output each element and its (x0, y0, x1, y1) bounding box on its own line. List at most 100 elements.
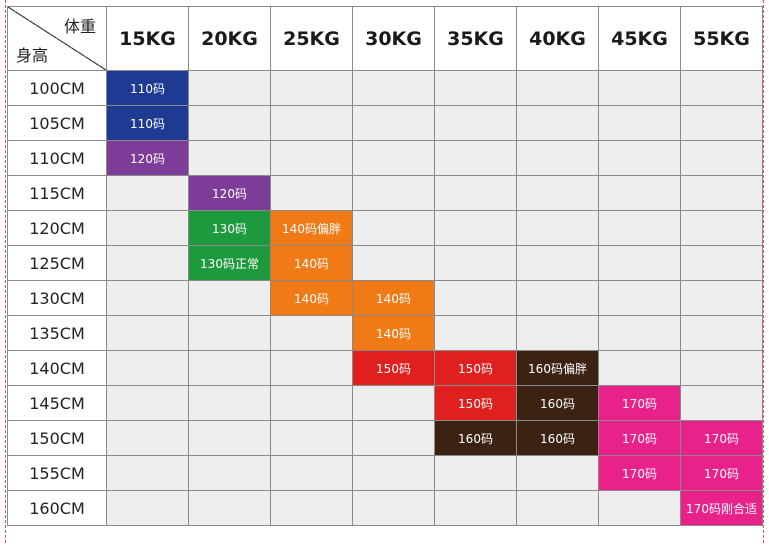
empty-cell (107, 491, 189, 526)
empty-cell (189, 456, 271, 491)
empty-cell (681, 106, 763, 141)
size-cell: 140码 (271, 246, 353, 281)
empty-cell (271, 71, 353, 106)
size-cell: 110码 (107, 71, 189, 106)
height-label: 130CM (8, 281, 107, 316)
weight-header-55kg: 55KG (681, 7, 763, 71)
empty-cell (107, 386, 189, 421)
empty-cell (599, 71, 681, 106)
height-label: 100CM (8, 71, 107, 106)
empty-cell (517, 176, 599, 211)
empty-cell (107, 281, 189, 316)
empty-cell (435, 246, 517, 281)
empty-cell (107, 456, 189, 491)
size-cell: 170码刚合适 (681, 491, 763, 526)
size-cell: 170码 (599, 456, 681, 491)
empty-cell (599, 176, 681, 211)
size-cell: 160码 (435, 421, 517, 456)
height-label: 145CM (8, 386, 107, 421)
weight-header-35kg: 35KG (435, 7, 517, 71)
empty-cell (681, 351, 763, 386)
weight-header-40kg: 40KG (517, 7, 599, 71)
empty-cell (271, 106, 353, 141)
weight-header-20kg: 20KG (189, 7, 271, 71)
empty-cell (189, 316, 271, 351)
empty-cell (353, 141, 435, 176)
empty-cell (599, 316, 681, 351)
empty-cell (435, 176, 517, 211)
height-axis-label: 身高 (16, 46, 49, 65)
empty-cell (107, 351, 189, 386)
size-cell: 130码正常 (189, 246, 271, 281)
height-label: 160CM (8, 491, 107, 526)
empty-cell (353, 176, 435, 211)
empty-cell (435, 141, 517, 176)
height-label: 155CM (8, 456, 107, 491)
weight-axis-label: 体重 (63, 17, 96, 36)
height-label: 115CM (8, 176, 107, 211)
size-cell: 120码 (107, 141, 189, 176)
empty-cell (681, 71, 763, 106)
size-cell: 160码偏胖 (517, 351, 599, 386)
empty-cell (107, 176, 189, 211)
empty-cell (189, 141, 271, 176)
size-cell: 160码 (517, 421, 599, 456)
empty-cell (435, 71, 517, 106)
empty-cell (517, 456, 599, 491)
size-chart-table: 体重 身高 15KG 20KG 25KG 30KG 35KG 40KG 45KG… (7, 6, 763, 526)
empty-cell (353, 456, 435, 491)
height-label: 140CM (8, 351, 107, 386)
size-cell: 170码 (681, 421, 763, 456)
size-cell: 120码 (189, 176, 271, 211)
empty-cell (599, 491, 681, 526)
empty-cell (599, 211, 681, 246)
empty-cell (271, 456, 353, 491)
empty-cell (107, 316, 189, 351)
empty-cell (599, 246, 681, 281)
size-cell: 170码 (599, 386, 681, 421)
size-cell: 150码 (353, 351, 435, 386)
size-cell: 150码 (435, 386, 517, 421)
empty-cell (517, 316, 599, 351)
empty-cell (517, 141, 599, 176)
page-frame (5, 0, 764, 543)
size-cell: 140码偏胖 (271, 211, 353, 246)
weight-header-25kg: 25KG (271, 7, 353, 71)
empty-cell (517, 246, 599, 281)
empty-cell (599, 281, 681, 316)
empty-cell (435, 106, 517, 141)
size-cell: 160码 (517, 386, 599, 421)
empty-cell (599, 106, 681, 141)
empty-cell (517, 106, 599, 141)
empty-cell (271, 141, 353, 176)
empty-cell (353, 386, 435, 421)
empty-cell (107, 421, 189, 456)
empty-cell (599, 351, 681, 386)
empty-cell (681, 141, 763, 176)
height-label: 150CM (8, 421, 107, 456)
empty-cell (189, 386, 271, 421)
weight-header-15kg: 15KG (107, 7, 189, 71)
size-cell: 110码 (107, 106, 189, 141)
empty-cell (517, 71, 599, 106)
empty-cell (681, 316, 763, 351)
empty-cell (189, 491, 271, 526)
height-label: 135CM (8, 316, 107, 351)
empty-cell (435, 281, 517, 316)
size-cell: 130码 (189, 211, 271, 246)
empty-cell (189, 421, 271, 456)
empty-cell (353, 211, 435, 246)
empty-cell (681, 211, 763, 246)
size-cell: 170码 (599, 421, 681, 456)
empty-cell (271, 421, 353, 456)
corner-header: 体重 身高 (8, 7, 107, 71)
empty-cell (107, 246, 189, 281)
empty-cell (681, 281, 763, 316)
empty-cell (681, 386, 763, 421)
empty-cell (435, 491, 517, 526)
empty-cell (189, 71, 271, 106)
height-label: 125CM (8, 246, 107, 281)
empty-cell (189, 106, 271, 141)
empty-cell (435, 211, 517, 246)
empty-cell (271, 351, 353, 386)
